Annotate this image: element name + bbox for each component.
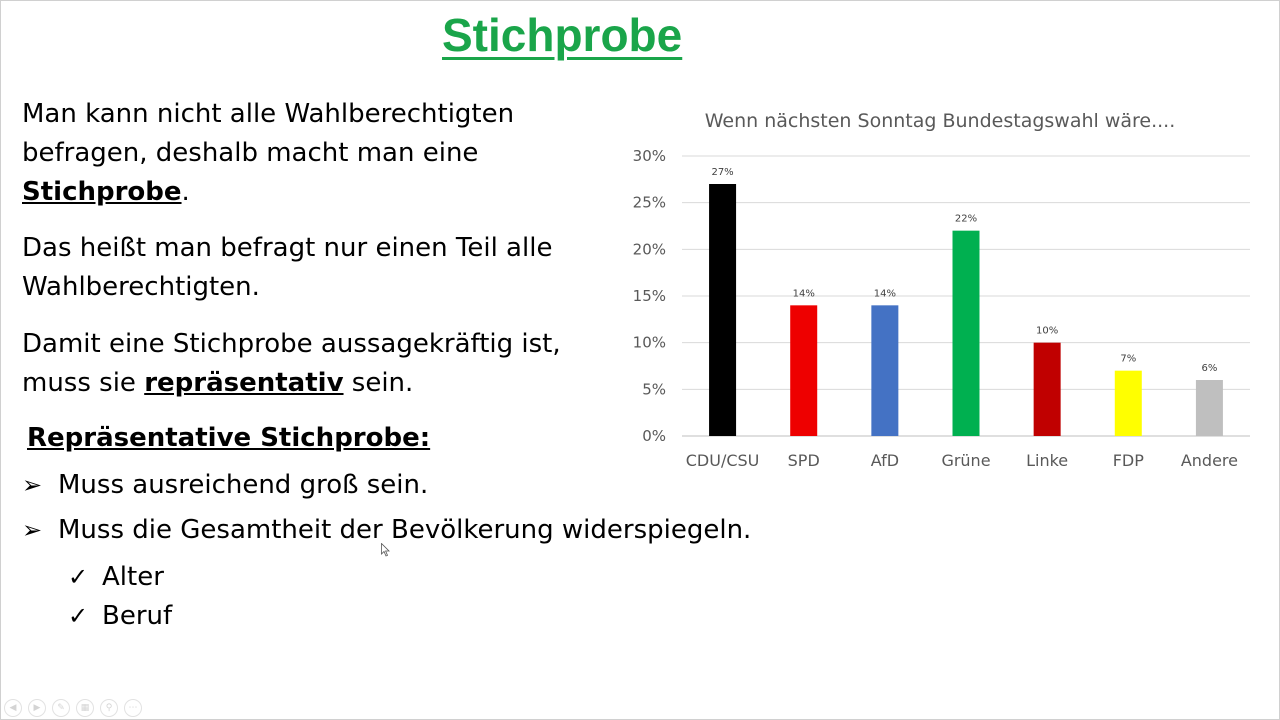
bar-spd bbox=[790, 305, 818, 436]
presentation-toolbar: ◀ ▶ ✎ ▦ ⚲ ⋯ bbox=[4, 699, 142, 717]
mouse-cursor-icon bbox=[381, 543, 390, 557]
next-icon[interactable]: ▶ bbox=[28, 699, 46, 717]
bar-afd bbox=[871, 305, 899, 436]
y-tick-label: 0% bbox=[642, 427, 666, 445]
y-tick-label: 5% bbox=[642, 380, 666, 398]
pen-icon[interactable]: ✎ bbox=[52, 699, 70, 717]
data-label: 27% bbox=[711, 167, 733, 178]
checkmark-icon: ✓ bbox=[68, 602, 89, 630]
bullet-text: Muss die Gesamtheit der Bevölkerung wide… bbox=[58, 515, 752, 545]
prev-icon[interactable]: ◀ bbox=[4, 699, 22, 717]
x-tick-label: Linke bbox=[1026, 451, 1068, 470]
x-tick-label: SPD bbox=[788, 451, 820, 470]
data-label: 6% bbox=[1201, 363, 1217, 374]
paragraph-sample-text: Man kann nicht alle Wahlberechtigten bef… bbox=[22, 99, 515, 168]
paragraph-meaningful-text: Damit eine Stichprobe aussagekräftig ist… bbox=[22, 329, 561, 398]
arrow-bullet-icon: ➢ bbox=[22, 471, 43, 499]
data-label: 22% bbox=[955, 214, 977, 225]
checkmark-icon: ✓ bbox=[68, 563, 89, 591]
bar-linke bbox=[1033, 342, 1061, 436]
check-text: Beruf bbox=[102, 601, 173, 631]
check-text: Alter bbox=[102, 562, 164, 592]
x-tick-label: Grüne bbox=[941, 451, 990, 470]
paragraph-sample-end: . bbox=[181, 177, 190, 207]
chart-svg: 0% 5% 10% 15% 20% 25% 30% 27% CDU/CSU 14% SPD 14% Af… bbox=[633, 147, 1250, 470]
arrow-bullet-icon: ➢ bbox=[22, 516, 43, 544]
y-tick-label: 20% bbox=[633, 240, 666, 258]
x-tick-label: CDU/CSU bbox=[686, 451, 760, 470]
x-tick-label: Andere bbox=[1181, 451, 1238, 470]
x-tick-label: AfD bbox=[871, 451, 899, 470]
subheading: Repräsentative Stichprobe: bbox=[27, 423, 431, 453]
data-label: 7% bbox=[1120, 354, 1136, 365]
slides-icon[interactable]: ▦ bbox=[76, 699, 94, 717]
y-tick-label: 10% bbox=[633, 334, 666, 352]
data-label: 14% bbox=[793, 288, 815, 299]
data-label: 10% bbox=[1036, 326, 1058, 337]
y-tick-label: 25% bbox=[633, 194, 666, 212]
paragraph-meaningful-end: sein. bbox=[343, 368, 414, 398]
paragraph-part: Das heißt man befragt nur einen Teil all… bbox=[22, 233, 553, 302]
bar-cdu-csu bbox=[709, 184, 737, 436]
bullet-item: ➢ Muss ausreichend groß sein. bbox=[22, 470, 428, 500]
bar-chart: Wenn nächsten Sonntag Bundestagswahl wär… bbox=[620, 100, 1260, 480]
keyword-repraesentativ: repräsentativ bbox=[144, 368, 344, 398]
x-tick-label: FDP bbox=[1113, 451, 1145, 470]
bar-fdp bbox=[1114, 370, 1142, 436]
bar-andere bbox=[1195, 380, 1223, 436]
bullet-text: Muss ausreichend groß sein. bbox=[58, 470, 429, 500]
slide-title: Stichprobe bbox=[442, 9, 683, 61]
y-tick-label: 30% bbox=[633, 147, 666, 165]
more-icon[interactable]: ⋯ bbox=[124, 699, 142, 717]
paragraph-meaningful: Damit eine Stichprobe aussagekräftig ist… bbox=[22, 325, 602, 403]
y-tick-label: 15% bbox=[633, 287, 666, 305]
keyword-stichprobe: Stichprobe bbox=[22, 177, 182, 207]
bullet-item: ➢ Muss die Gesamtheit der Bevölkerung wi… bbox=[22, 515, 751, 545]
paragraph-sample: Man kann nicht alle Wahlberechtigten bef… bbox=[22, 95, 582, 212]
bar-gr-ne bbox=[952, 230, 980, 436]
chart-title: Wenn nächsten Sonntag Bundestagswahl wär… bbox=[704, 110, 1176, 132]
check-item: ✓ Beruf bbox=[68, 601, 172, 631]
zoom-icon[interactable]: ⚲ bbox=[100, 699, 118, 717]
check-item: ✓ Alter bbox=[68, 562, 164, 592]
data-label: 14% bbox=[874, 288, 896, 299]
